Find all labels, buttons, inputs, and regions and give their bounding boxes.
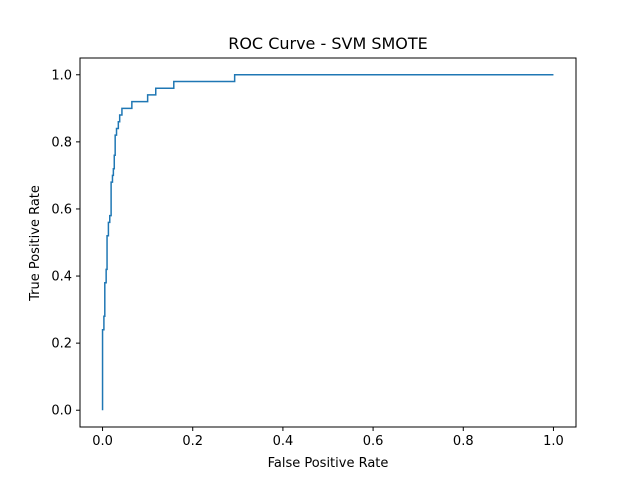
y-tick-label: 0.2 bbox=[51, 337, 72, 352]
y-tick-label: 0.0 bbox=[51, 404, 72, 419]
x-tick-label: 0.6 bbox=[363, 434, 384, 449]
y-tick-label: 0.6 bbox=[51, 202, 72, 217]
y-axis-label: True Positive Rate bbox=[28, 185, 43, 302]
x-axis-ticks: 0.0 0.2 0.4 0.6 0.8 1.0 bbox=[92, 427, 564, 449]
y-tick-label: 0.4 bbox=[51, 270, 72, 285]
x-tick-label: 0.0 bbox=[92, 434, 113, 449]
y-axis-ticks: 0.0 0.2 0.4 0.6 0.8 1.0 bbox=[51, 68, 80, 419]
x-tick-label: 1.0 bbox=[543, 434, 564, 449]
roc-curve-line bbox=[101, 74, 554, 411]
y-tick-label: 0.8 bbox=[51, 135, 72, 150]
x-tick-label: 0.4 bbox=[273, 434, 294, 449]
y-tick-label: 1.0 bbox=[51, 68, 72, 83]
x-axis-label: False Positive Rate bbox=[268, 456, 389, 471]
x-tick-label: 0.2 bbox=[182, 434, 203, 449]
x-tick-label: 0.8 bbox=[453, 434, 474, 449]
plot-area-frame bbox=[79, 57, 577, 428]
chart-title: ROC Curve - SVM SMOTE bbox=[228, 34, 428, 53]
